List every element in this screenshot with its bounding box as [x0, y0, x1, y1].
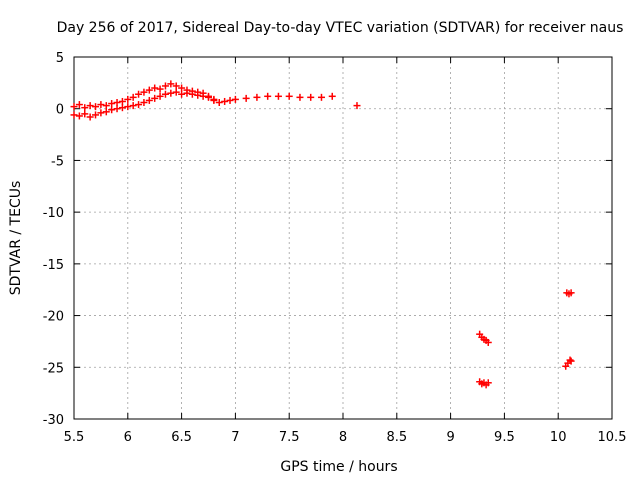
- data-point: [328, 92, 336, 100]
- chart-title: Day 256 of 2017, Sidereal Day-to-day VTE…: [57, 20, 624, 36]
- y-tick-label: 5: [56, 51, 64, 66]
- y-axis-label: SDTVAR / TECUs: [8, 181, 24, 296]
- data-point: [161, 90, 169, 98]
- x-tick-label: 7.5: [279, 430, 300, 445]
- data-point: [140, 88, 148, 96]
- data-point: [86, 102, 94, 110]
- data-point: [172, 88, 180, 96]
- data-point: [210, 95, 218, 103]
- data-point: [118, 97, 126, 105]
- data-point: [353, 102, 361, 110]
- data-point: [205, 93, 212, 101]
- y-tick-label: 0: [56, 103, 64, 118]
- data-point: [81, 104, 89, 112]
- x-tick-label: 7: [231, 430, 239, 445]
- data-point: [167, 80, 175, 88]
- x-tick-label: 5.5: [64, 430, 85, 445]
- data-point: [113, 105, 121, 113]
- data-point: [151, 84, 159, 92]
- x-tick-label: 9.5: [494, 430, 515, 445]
- data-point: [135, 90, 143, 98]
- data-point: [253, 93, 261, 101]
- data-point: [226, 96, 234, 104]
- data-point: [113, 99, 121, 107]
- data-point: [102, 102, 110, 110]
- data-point: [566, 356, 574, 364]
- data-point: [81, 110, 89, 118]
- data-point: [285, 92, 293, 100]
- data-point: [215, 99, 223, 107]
- x-tick-label: 10.5: [598, 430, 627, 445]
- x-axis-label: GPS time / hours: [280, 459, 397, 475]
- data-point: [188, 90, 196, 98]
- grid: [74, 57, 612, 419]
- ticks: 5.5 6 6.5 7 7.5 8 8.5 9 9.5 10 10.5 5 0 -5 -10 -15 -20 -2…: [43, 51, 627, 445]
- data-point: [161, 82, 169, 90]
- data-point: [70, 111, 78, 119]
- data-point: [135, 101, 143, 109]
- x-tick-label: 8: [339, 430, 347, 445]
- data-point: [264, 92, 272, 100]
- data-point: [274, 92, 282, 100]
- data-point: [194, 91, 202, 99]
- data-point: [108, 106, 116, 114]
- data-point: [129, 93, 137, 101]
- data-point: [567, 357, 575, 365]
- data-point: [129, 102, 137, 110]
- data-point: [567, 289, 575, 297]
- data-point: [156, 92, 164, 100]
- data-point: [97, 109, 105, 117]
- data-point: [97, 101, 105, 109]
- data-point: [75, 112, 83, 120]
- x-tick-label: 10: [550, 430, 567, 445]
- data-point: [151, 94, 159, 102]
- y-tick-label: -30: [43, 413, 64, 428]
- data-point: [178, 84, 186, 92]
- data-point: [124, 103, 132, 111]
- data-point: [92, 111, 100, 119]
- data-point: [140, 99, 148, 107]
- data-point: [124, 95, 132, 103]
- data-point: [118, 104, 126, 112]
- data-point: [92, 103, 100, 111]
- data-point: [317, 93, 325, 101]
- data-point: [231, 95, 239, 103]
- data-point: [183, 89, 191, 97]
- data-point: [102, 108, 110, 116]
- x-tick-label: 8.5: [386, 430, 407, 445]
- data-points: [70, 80, 575, 389]
- data-point: [86, 113, 94, 121]
- data-point: [167, 89, 175, 97]
- y-tick-label: -5: [51, 154, 64, 169]
- x-tick-label: 9: [446, 430, 454, 445]
- data-point: [221, 97, 229, 105]
- y-tick-label: -25: [43, 361, 64, 376]
- data-point: [484, 338, 492, 346]
- data-point: [70, 103, 78, 111]
- data-point: [172, 82, 180, 90]
- data-point: [145, 96, 153, 104]
- data-point: [296, 93, 304, 101]
- x-tick-label: 6.5: [171, 430, 192, 445]
- data-point: [108, 100, 116, 108]
- y-tick-label: -10: [43, 206, 64, 221]
- data-point: [242, 94, 250, 102]
- data-point: [156, 85, 164, 93]
- data-point: [75, 101, 83, 109]
- y-tick-label: -20: [43, 310, 64, 325]
- data-point: [307, 93, 315, 101]
- x-tick-label: 6: [124, 430, 132, 445]
- data-point: [199, 92, 207, 100]
- y-tick-label: -15: [43, 258, 64, 273]
- data-point: [178, 90, 186, 98]
- data-point: [145, 86, 153, 94]
- data-point: [484, 379, 492, 387]
